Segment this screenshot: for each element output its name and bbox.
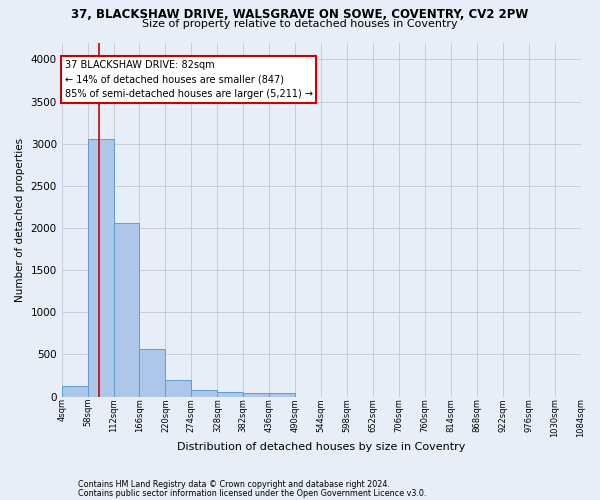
Bar <box>166 380 191 396</box>
X-axis label: Distribution of detached houses by size in Coventry: Distribution of detached houses by size … <box>177 442 465 452</box>
Bar <box>217 392 243 396</box>
Bar <box>88 138 113 396</box>
Bar <box>243 393 269 396</box>
Text: 37 BLACKSHAW DRIVE: 82sqm
← 14% of detached houses are smaller (847)
85% of semi: 37 BLACKSHAW DRIVE: 82sqm ← 14% of detac… <box>65 60 313 100</box>
Bar <box>269 394 295 396</box>
Text: Contains public sector information licensed under the Open Government Licence v3: Contains public sector information licen… <box>78 488 427 498</box>
Text: 37, BLACKSHAW DRIVE, WALSGRAVE ON SOWE, COVENTRY, CV2 2PW: 37, BLACKSHAW DRIVE, WALSGRAVE ON SOWE, … <box>71 8 529 20</box>
Bar <box>139 350 166 397</box>
Text: Size of property relative to detached houses in Coventry: Size of property relative to detached ho… <box>142 19 458 29</box>
Bar <box>191 390 217 396</box>
Text: Contains HM Land Registry data © Crown copyright and database right 2024.: Contains HM Land Registry data © Crown c… <box>78 480 390 489</box>
Bar <box>62 386 88 396</box>
Bar <box>113 223 139 396</box>
Y-axis label: Number of detached properties: Number of detached properties <box>15 138 25 302</box>
